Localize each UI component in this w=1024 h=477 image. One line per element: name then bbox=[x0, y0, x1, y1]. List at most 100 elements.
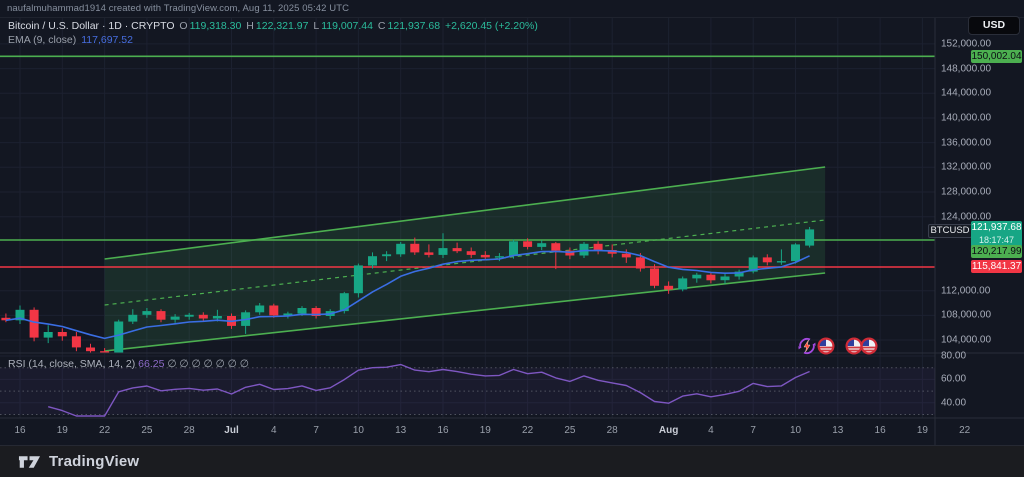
ema-legend[interactable]: EMA (9, close) 117,697.52 bbox=[8, 34, 135, 46]
time-tick-label: 13 bbox=[832, 425, 844, 436]
open-value: 119,318.30 bbox=[189, 20, 242, 32]
candle-body bbox=[537, 243, 547, 247]
high-value: 122,321.97 bbox=[255, 20, 309, 32]
time-tick-label: 22 bbox=[99, 425, 111, 436]
price-tick-label: 124,000.00 bbox=[941, 211, 992, 223]
candle-body bbox=[678, 278, 688, 290]
candle-body bbox=[212, 316, 222, 319]
time-tick-label: 16 bbox=[437, 425, 449, 436]
time-tick-label: 22 bbox=[959, 425, 971, 436]
flag-sticker[interactable] bbox=[860, 337, 878, 355]
candle-body bbox=[424, 252, 434, 255]
candle-body bbox=[353, 265, 363, 294]
candle-body bbox=[198, 314, 208, 319]
time-tick-label: 19 bbox=[916, 425, 928, 436]
candle-body bbox=[762, 257, 772, 263]
time-tick-label: Jul bbox=[224, 425, 239, 436]
candle-body bbox=[128, 314, 138, 322]
candle-body bbox=[551, 243, 561, 251]
ema-value: 117,697.52 bbox=[81, 34, 133, 46]
currency-toggle-button[interactable]: USD bbox=[968, 16, 1020, 35]
price-tick-label: 108,000.00 bbox=[941, 309, 992, 321]
time-tick-label: 16 bbox=[14, 425, 26, 436]
candle-body bbox=[776, 261, 786, 263]
time-tick-label: 10 bbox=[789, 425, 802, 436]
change-value: +2,620.45 (+2.20%) bbox=[445, 20, 538, 32]
candle-body bbox=[494, 256, 504, 258]
time-tick-label: 7 bbox=[313, 425, 319, 436]
candle-body bbox=[480, 254, 490, 258]
time-tick-label: 22 bbox=[522, 425, 534, 436]
open-label: O bbox=[179, 20, 188, 32]
candle-body bbox=[283, 313, 293, 316]
price-tick-label: 152,000.00 bbox=[941, 38, 992, 50]
tradingview-wordmark[interactable]: TradingView bbox=[49, 453, 140, 470]
candle-body bbox=[368, 256, 377, 266]
candle-body bbox=[734, 271, 744, 277]
candle-body bbox=[297, 308, 307, 314]
time-tick-label: 4 bbox=[708, 425, 714, 436]
rsi-label: RSI (14, close, SMA, 14, 2) bbox=[8, 358, 136, 370]
flag-sticker[interactable] bbox=[845, 337, 863, 355]
candle-body bbox=[466, 251, 476, 255]
candle-body bbox=[255, 305, 265, 313]
candle-body bbox=[86, 347, 95, 352]
high-label: H bbox=[246, 20, 254, 32]
candle-body bbox=[593, 243, 603, 250]
time-tick-label: 16 bbox=[874, 425, 886, 436]
bottom-toolbar: TradingView bbox=[0, 445, 1024, 477]
candle-body bbox=[579, 243, 589, 256]
lower-level-price-label: 115,841.37 bbox=[971, 260, 1022, 273]
close-value: 121,937.68 bbox=[387, 20, 441, 32]
symbol-legend[interactable]: Bitcoin / U.S. Dollar · 1D · CRYPTO O 119… bbox=[8, 20, 540, 32]
time-tick-label: 25 bbox=[564, 425, 576, 436]
price-tick-label: 104,000.00 bbox=[941, 334, 992, 346]
channel-fill[interactable] bbox=[104, 167, 826, 352]
time-tick-label: 25 bbox=[141, 425, 153, 436]
upper-level-price-label: 150,002.04 bbox=[971, 50, 1022, 63]
candle-body bbox=[523, 241, 533, 247]
candle-body bbox=[382, 254, 392, 257]
candle-body bbox=[269, 305, 279, 316]
ema-line bbox=[5, 249, 810, 340]
rsi-tick-label: 80.00 bbox=[941, 350, 967, 362]
candle-body bbox=[720, 276, 730, 281]
candle-body bbox=[565, 250, 575, 256]
candle-body bbox=[410, 243, 420, 253]
attribution-text: naufalmuhammad1914 created with TradingV… bbox=[7, 3, 350, 14]
candle-body bbox=[791, 244, 800, 262]
candle-body bbox=[805, 229, 815, 246]
channel-upper-line[interactable] bbox=[104, 166, 826, 260]
price-tick-label: 144,000.00 bbox=[941, 87, 992, 99]
ema-label: EMA (9, close) bbox=[8, 34, 77, 46]
candle-body bbox=[509, 241, 518, 257]
flag-sticker[interactable] bbox=[817, 337, 835, 355]
candle-body bbox=[1, 317, 11, 321]
time-tick-label: 28 bbox=[183, 425, 195, 436]
price-tick-label: 136,000.00 bbox=[941, 137, 992, 149]
tradingview-logo-icon[interactable] bbox=[18, 454, 41, 470]
rsi-tick-label: 60.00 bbox=[941, 373, 967, 385]
candle-body bbox=[114, 321, 124, 353]
rsi-legend[interactable]: RSI (14, close, SMA, 14, 2) 66.25 ∅ ∅ ∅ … bbox=[8, 358, 249, 370]
time-tick-label: 4 bbox=[271, 425, 277, 436]
channel-lower-line[interactable] bbox=[104, 272, 826, 352]
cyclone-bolt-sticker[interactable] bbox=[798, 338, 816, 354]
candle-body bbox=[170, 316, 180, 320]
candle-body bbox=[396, 243, 406, 255]
candle-body bbox=[71, 336, 81, 348]
candle-body bbox=[156, 311, 166, 320]
channel-mid-line[interactable] bbox=[104, 219, 826, 306]
symbol-title: Bitcoin / U.S. Dollar · 1D · CRYPTO bbox=[8, 20, 175, 32]
candle-body bbox=[621, 253, 631, 258]
candle-body bbox=[43, 332, 53, 338]
candle-body bbox=[100, 351, 110, 353]
time-tick-label: 19 bbox=[479, 425, 491, 436]
rsi-tick-label: 40.00 bbox=[941, 397, 967, 409]
candle-body bbox=[184, 314, 194, 317]
low-label: L bbox=[313, 20, 320, 32]
candle-body bbox=[15, 309, 25, 321]
candle-body bbox=[706, 274, 716, 281]
